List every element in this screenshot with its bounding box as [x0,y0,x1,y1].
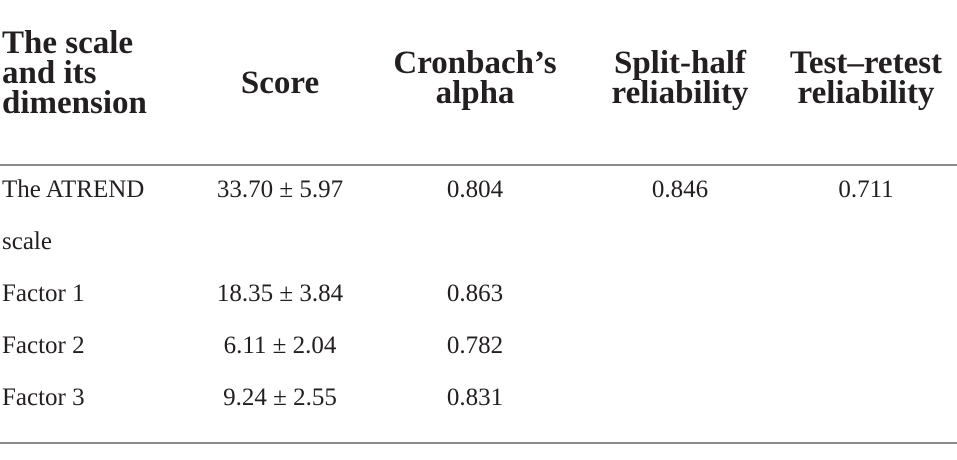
header-dimension-line-2: and its [2,55,97,91]
header-dimension: The scale and its dimension [2,25,202,121]
header-test-retest-line-2: reliability [797,75,935,111]
row-alpha: 0.863 [446,280,504,307]
row-alpha: 0.831 [446,384,504,411]
header-dimension-line-1: The scale [2,25,134,61]
row-alpha: 0.804 [446,176,504,203]
row-split-half: 0.846 [651,176,709,203]
header-score-line-1: Score [240,65,320,101]
header-score: Score [190,65,370,101]
header-test-retest-line-1: Test–retest [789,45,943,81]
header-split-half: Split-half reliability [585,45,775,111]
row-score: 33.70 ± 5.97 [216,176,344,203]
header-test-retest: Test–retest reliability [775,45,957,111]
header-dimension-line-3: dimension [2,85,147,121]
table-row: Factor 3 9.24 ± 2.55 0.831 [0,372,957,424]
row-score: 18.35 ± 3.84 [216,280,344,307]
header-rule [0,164,957,166]
row-dimension-line-2: scale [2,228,52,255]
row-dimension: The ATREND scale [2,164,144,268]
row-score: 9.24 ± 2.55 [223,384,337,411]
table-row: Factor 1 18.35 ± 3.84 0.863 [0,268,957,320]
table-row: The ATREND scale 33.70 ± 5.97 0.804 0.84… [0,164,957,268]
row-dimension: Factor 1 [2,280,85,307]
table-row: Factor 2 6.11 ± 2.04 0.782 [0,320,957,372]
row-score: 6.11 ± 2.04 [223,332,337,359]
header-alpha-line-2: alpha [435,75,515,111]
header-split-half-line-1: Split-half [613,45,747,81]
row-alpha: 0.782 [446,332,504,359]
header-split-half-line-2: reliability [611,75,749,111]
row-test-retest: 0.711 [838,176,894,203]
header-alpha: Cronbach’s alpha [375,45,575,111]
row-dimension-line-1: The ATREND [2,176,145,203]
row-dimension: Factor 2 [2,332,85,359]
header-alpha-line-1: Cronbach’s [393,45,557,81]
row-dimension: Factor 3 [2,384,85,411]
bottom-rule [0,442,957,444]
